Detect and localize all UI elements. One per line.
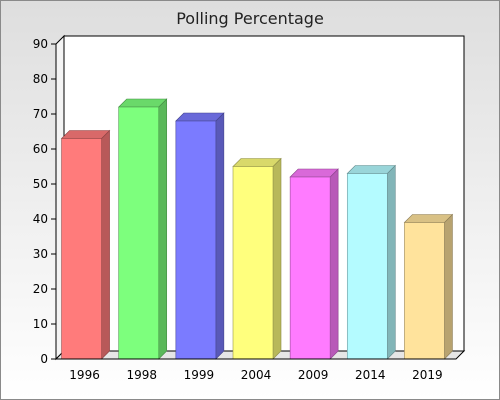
bar-top-2004 [232,158,282,167]
bar-side-2014 [386,164,396,360]
bar-top-1998 [117,98,168,108]
bar-top-2009 [289,168,339,178]
x-axis-tick-label: 2014 [355,368,386,382]
y-axis-tick-label: 80 [33,72,48,86]
x-axis-tick-label: 1998 [126,368,157,382]
x-axis-tick-label: 2009 [298,368,329,382]
y-axis-tick-label: 60 [33,142,48,156]
bar-side-2004 [272,157,282,360]
bar-top-1999 [175,112,225,122]
y-axis-tick-label: 70 [33,107,48,121]
y-axis-tick-label: 40 [33,212,48,226]
x-axis-tick-label: 1999 [184,368,215,382]
bar-2004 [232,166,274,360]
bar-top-2014 [346,165,397,174]
bar-top-2019 [403,214,454,223]
bar-1998 [118,106,160,360]
bar-top-1996 [60,130,111,139]
bar-side-2009 [329,168,339,360]
bar-1999 [175,120,217,360]
bar-2019 [404,222,445,360]
x-axis-tick-label: 2019 [412,368,443,382]
plot-area: 0 10 20 30 40 50 60 70 80 90 1996 1998 1999 2004 2009 2… [33,34,466,382]
y-axis-tick-label: 10 [33,317,48,331]
y-axis-tick-label: 30 [33,247,48,261]
bar-2014 [346,173,388,360]
x-axis-tick-label: 1996 [69,368,100,382]
bar-2009 [289,176,331,360]
x-axis-tick-label: 2004 [241,368,272,382]
y-axis-tick-label: 20 [33,282,48,296]
bar-side-1996 [101,129,110,360]
y-axis-tick-label: 50 [33,177,48,191]
bar-side-2019 [444,213,453,360]
y-axis-tick-label: 0 [40,352,48,366]
bar-side-1999 [215,112,225,360]
y-axis-tick-label: 90 [33,37,48,51]
bar-1996 [61,138,102,360]
chart-title: Polling Percentage [176,9,324,28]
bar-side-1998 [158,98,168,360]
